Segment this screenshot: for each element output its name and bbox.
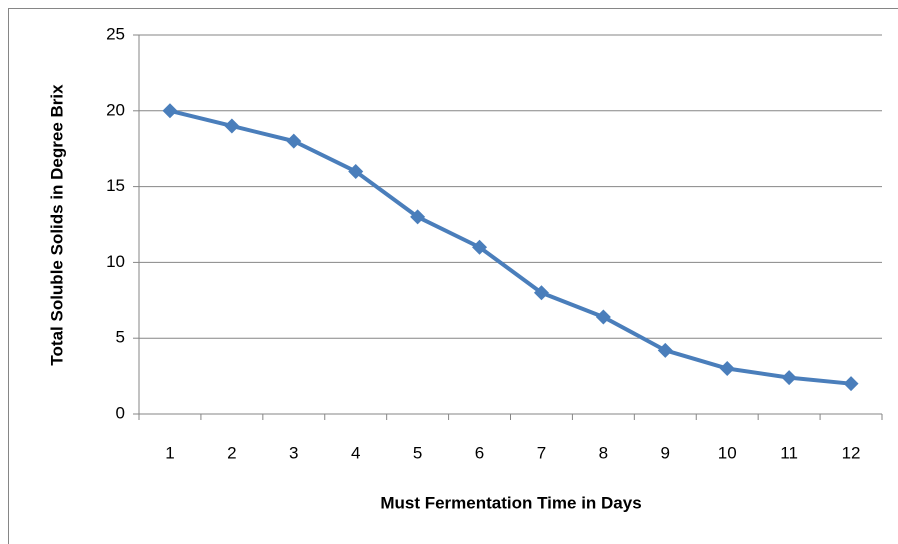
chart-border: [8, 8, 898, 544]
x-tick-label: 4: [351, 443, 360, 462]
data-marker: [843, 376, 859, 392]
y-axis-title: Total Soluble Solids in Degree Brix: [47, 84, 66, 366]
x-tick-label: 9: [661, 443, 670, 462]
data-marker: [286, 133, 302, 149]
x-tick-label: 3: [289, 443, 298, 462]
x-tick-label: 6: [475, 443, 484, 462]
x-tick-label: 1: [165, 443, 174, 462]
data-marker: [533, 285, 549, 301]
y-tick-label: 0: [116, 403, 125, 422]
y-tick-label: 25: [106, 24, 125, 43]
data-marker: [657, 342, 673, 358]
y-tick-label: 10: [106, 252, 125, 271]
x-tick-label: 10: [718, 443, 737, 462]
data-marker: [472, 239, 488, 255]
y-tick-label: 15: [106, 176, 125, 195]
x-tick-label: 8: [599, 443, 608, 462]
data-marker: [348, 163, 364, 179]
data-line: [169, 108, 852, 386]
x-tick-label: 7: [537, 443, 546, 462]
x-tick-label: 12: [842, 443, 861, 462]
y-tick-label: 5: [116, 328, 125, 347]
data-marker: [162, 103, 178, 119]
data-marker: [719, 361, 735, 377]
y-tick-label: 20: [106, 100, 125, 119]
x-tick-label: 11: [780, 443, 798, 462]
x-tick-label: 2: [227, 443, 236, 462]
data-marker: [595, 309, 611, 325]
data-marker: [224, 118, 240, 134]
data-marker: [410, 209, 426, 225]
data-marker: [781, 370, 797, 386]
x-tick-label: 5: [413, 443, 422, 462]
x-axis-title: Must Fermentation Time in Days: [380, 493, 641, 512]
